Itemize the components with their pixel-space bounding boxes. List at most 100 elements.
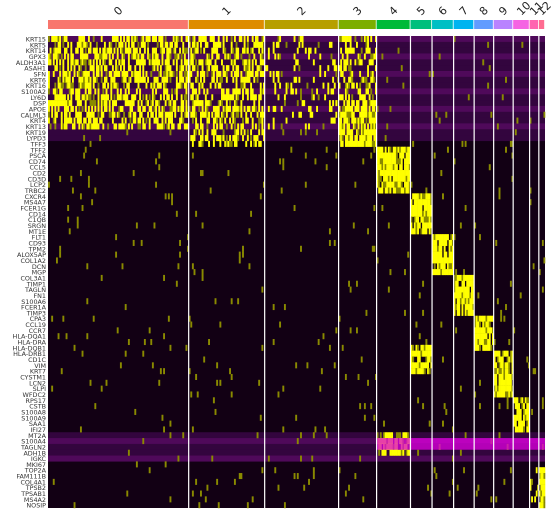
heatmap-cell bbox=[70, 65, 73, 72]
gene-label: COL1A2 bbox=[20, 257, 46, 265]
heatmap-cell bbox=[466, 280, 469, 287]
heatmap-cell bbox=[216, 117, 219, 124]
heatmap-cell bbox=[143, 76, 146, 83]
heatmap-cell bbox=[535, 490, 538, 497]
heatmap-cell bbox=[508, 356, 511, 363]
heatmap-cell bbox=[277, 484, 280, 491]
heatmap-cell bbox=[363, 403, 366, 410]
heatmap-cell bbox=[469, 298, 472, 305]
heatmap-cell bbox=[433, 467, 436, 474]
heatmap-cell bbox=[338, 129, 341, 136]
heatmap-cell bbox=[60, 82, 63, 89]
heatmap-cell bbox=[91, 105, 94, 112]
heatmap-cell bbox=[158, 59, 161, 66]
heatmap-cell bbox=[283, 100, 286, 107]
heatmap-cell bbox=[375, 47, 377, 54]
heatmap-cell bbox=[508, 368, 511, 375]
heatmap-cell bbox=[89, 82, 92, 89]
heatmap-cell bbox=[180, 70, 183, 77]
heatmap-cell bbox=[92, 100, 95, 107]
heatmap-cell bbox=[229, 94, 232, 101]
gene-label: SRGN bbox=[28, 222, 46, 230]
heatmap-cell bbox=[349, 129, 352, 136]
heatmap-cell bbox=[143, 105, 146, 112]
heatmap-cell bbox=[407, 449, 410, 456]
heatmap-cell bbox=[253, 41, 256, 48]
gene-label: TRBC2 bbox=[24, 187, 46, 195]
heatmap-cell bbox=[167, 111, 170, 118]
heatmap-cell bbox=[362, 140, 365, 147]
gene-label: SFN bbox=[33, 70, 46, 78]
heatmap-cell bbox=[171, 88, 173, 95]
heatmap-cell bbox=[505, 368, 507, 375]
heatmap-cell bbox=[142, 76, 145, 83]
heatmap-cell bbox=[177, 36, 180, 43]
heatmap-cell bbox=[232, 59, 235, 66]
heatmap-cell bbox=[459, 292, 462, 299]
heatmap-cell bbox=[300, 432, 302, 439]
heatmap-cell bbox=[175, 36, 178, 43]
gene-label: CALML3 bbox=[20, 111, 46, 119]
heatmap-cell bbox=[103, 100, 106, 107]
heatmap-cell bbox=[246, 76, 249, 83]
heatmap-cell bbox=[360, 47, 363, 54]
heatmap-cell bbox=[317, 339, 320, 346]
heatmap-cell bbox=[124, 88, 127, 95]
heatmap-cell bbox=[250, 135, 253, 142]
heatmap-cell bbox=[496, 385, 499, 392]
heatmap-cell bbox=[124, 123, 127, 130]
heatmap-cell bbox=[256, 65, 259, 72]
heatmap-cell bbox=[89, 117, 92, 124]
heatmap-cell bbox=[333, 239, 336, 246]
heatmap-cell bbox=[470, 274, 473, 281]
heatmap-cell bbox=[232, 117, 235, 124]
heatmap-cell bbox=[463, 274, 465, 281]
heatmap-cell bbox=[470, 298, 473, 305]
heatmap-cell bbox=[140, 36, 143, 43]
heatmap-cell bbox=[182, 105, 185, 112]
heatmap-cell bbox=[156, 82, 159, 89]
heatmap-cell bbox=[538, 443, 545, 450]
heatmap-cell bbox=[217, 53, 220, 60]
heatmap-cell bbox=[420, 199, 423, 206]
heatmap-cell bbox=[195, 111, 198, 118]
heatmap-cell bbox=[224, 47, 227, 54]
heatmap-cell bbox=[340, 129, 343, 136]
heatmap-cell bbox=[230, 94, 233, 101]
heatmap-cell bbox=[301, 36, 304, 43]
heatmap-cell bbox=[354, 117, 357, 124]
heatmap-cell bbox=[295, 59, 298, 66]
heatmap-cell bbox=[368, 59, 371, 66]
heatmap-cell bbox=[78, 65, 81, 72]
heatmap-cell bbox=[455, 304, 458, 311]
heatmap-cell bbox=[392, 187, 395, 194]
heatmap-cell bbox=[111, 65, 114, 72]
heatmap-cell bbox=[237, 298, 240, 305]
heatmap-cell bbox=[370, 100, 373, 107]
heatmap-cell bbox=[349, 140, 352, 147]
heatmap-cell bbox=[428, 70, 431, 77]
heatmap-cell bbox=[348, 135, 350, 142]
heatmap-cell bbox=[485, 333, 488, 340]
heatmap-cell bbox=[363, 105, 366, 112]
heatmap-cell bbox=[201, 123, 204, 130]
heatmap-cell bbox=[206, 100, 209, 107]
heatmap-cell bbox=[105, 76, 108, 83]
heatmap-cell bbox=[102, 82, 105, 89]
heatmap-cell bbox=[381, 449, 384, 456]
heatmap-cell bbox=[428, 420, 431, 427]
heatmap-cell bbox=[272, 41, 275, 48]
row-band bbox=[48, 82, 545, 89]
heatmap-cell bbox=[81, 47, 84, 54]
heatmap-cell bbox=[49, 123, 52, 130]
heatmap-cell bbox=[251, 88, 254, 95]
heatmap-cell bbox=[432, 443, 454, 450]
gene-label: LYPD3 bbox=[27, 135, 46, 143]
heatmap-cell bbox=[349, 327, 352, 334]
heatmap-cell bbox=[100, 385, 103, 392]
heatmap-cell bbox=[78, 82, 81, 89]
heatmap-cell bbox=[204, 100, 207, 107]
heatmap-cell bbox=[204, 135, 207, 142]
heatmap-cell bbox=[422, 309, 425, 316]
heatmap-cell bbox=[243, 41, 246, 48]
